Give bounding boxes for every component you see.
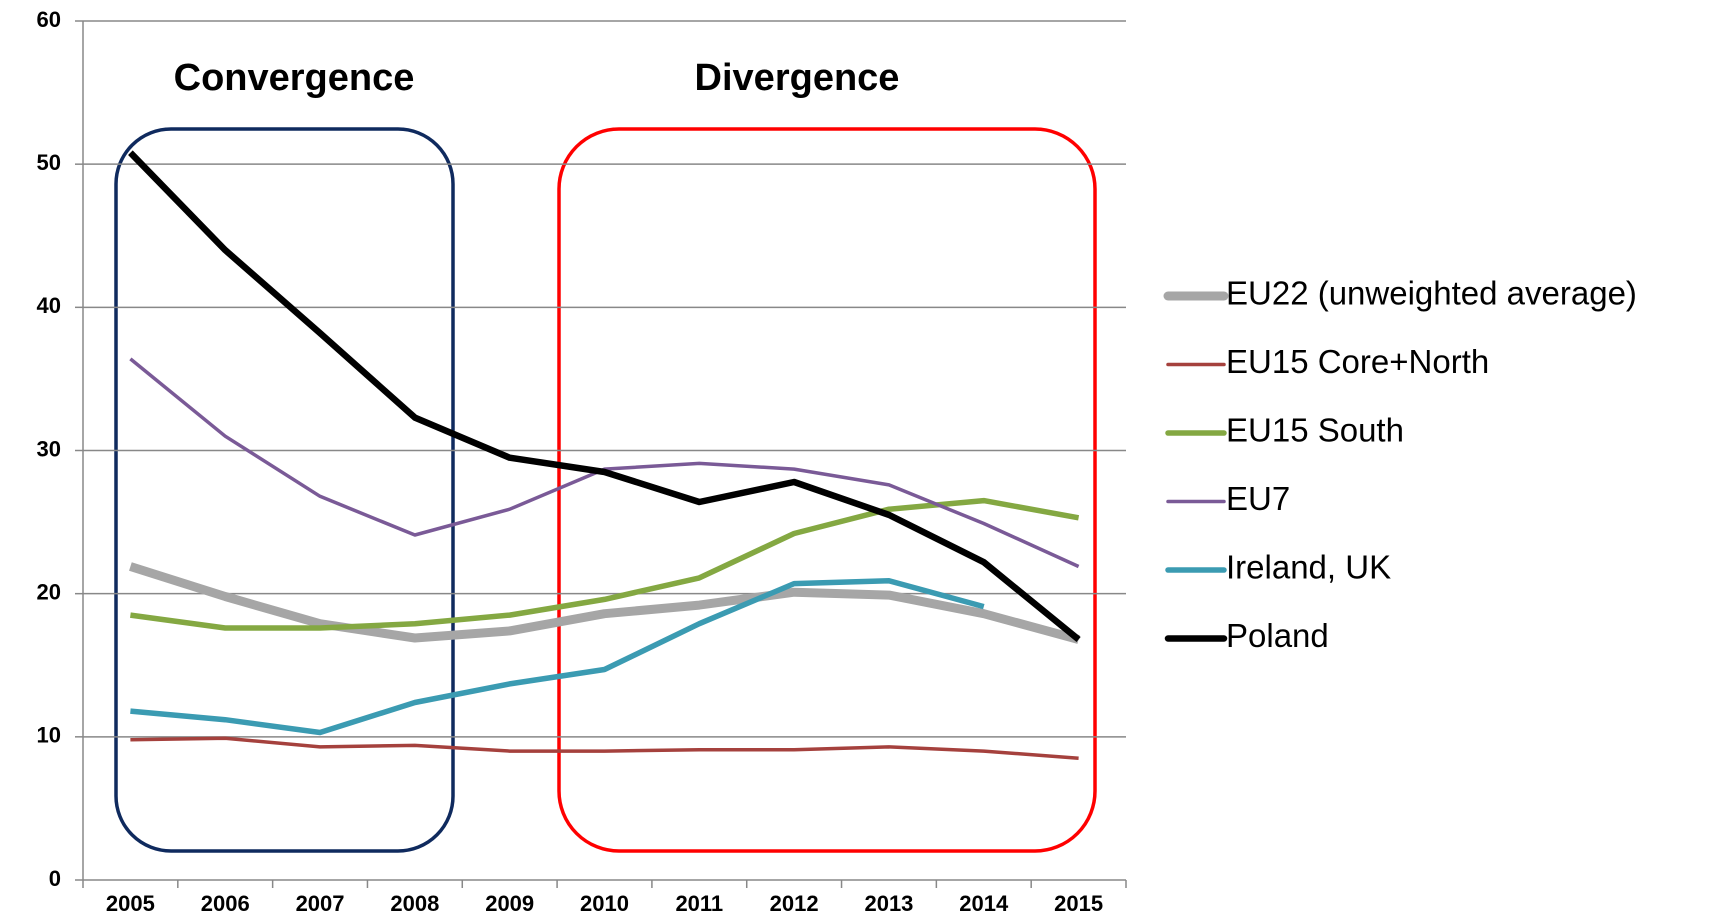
series-line	[130, 736, 1079, 761]
x-tick-label: 2006	[201, 891, 250, 916]
legend-label: Ireland, UK	[1226, 549, 1391, 586]
series-line	[130, 497, 1080, 631]
y-tick-label: 20	[37, 579, 61, 604]
convergence-box	[114, 127, 455, 853]
legend-label: EU22 (unweighted average)	[1226, 275, 1637, 312]
x-tick-label: 2012	[770, 891, 819, 916]
x-tick-label: 2007	[296, 891, 345, 916]
legend-label: EU7	[1226, 480, 1290, 517]
x-tick-label: 2013	[864, 891, 913, 916]
x-tick-label: 2008	[390, 891, 439, 916]
x-tick-label: 2014	[959, 891, 1009, 916]
y-tick-label: 10	[37, 723, 61, 748]
x-tick-label: 2009	[485, 891, 534, 916]
legend-label: Poland	[1226, 617, 1329, 654]
x-tick-label: 2005	[106, 891, 155, 916]
legend-label: EU15 Core+North	[1226, 343, 1489, 380]
series-line	[128, 150, 1081, 643]
x-tick-label: 2015	[1054, 891, 1103, 916]
annotation: Divergence	[695, 57, 900, 99]
y-tick-label: 0	[49, 866, 61, 891]
x-tick-label: 2010	[580, 891, 629, 916]
y-tick-label: 30	[37, 436, 61, 461]
series-line	[130, 578, 985, 736]
y-tick-label: 50	[37, 150, 61, 175]
legend-label: EU15 South	[1226, 412, 1404, 449]
y-tick-label: 40	[37, 293, 61, 318]
series-line	[129, 562, 1080, 644]
x-tick-label: 2011	[675, 891, 723, 916]
y-tick-label: 60	[37, 7, 61, 32]
annotation: Convergence	[174, 57, 415, 99]
